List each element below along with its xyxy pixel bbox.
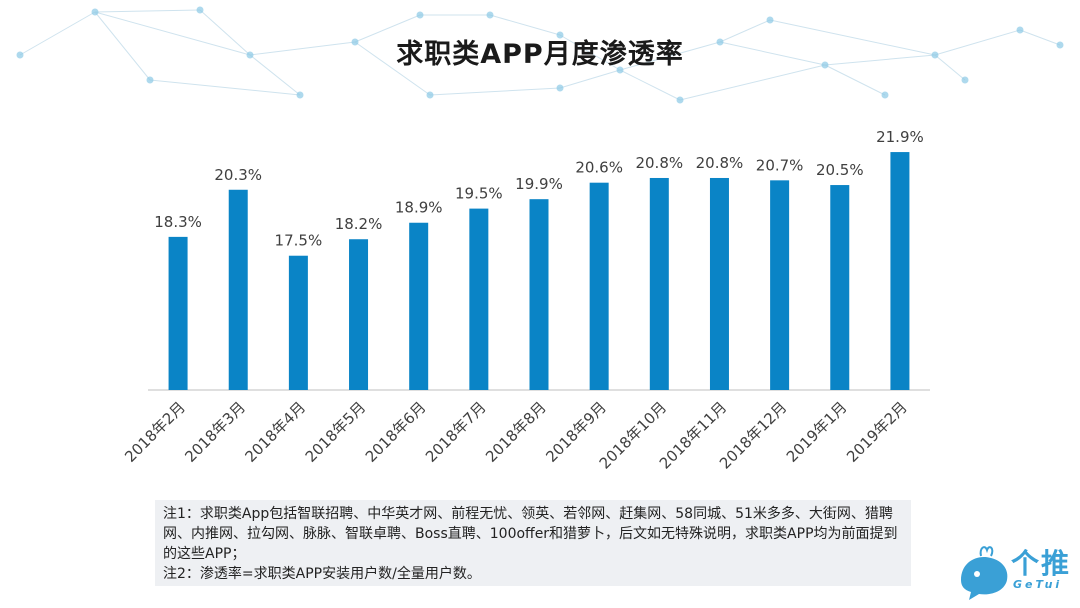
bar	[168, 236, 188, 390]
x-tick-label: 2018年5月	[302, 398, 370, 466]
bar	[770, 180, 790, 390]
bar	[409, 222, 429, 390]
bar	[830, 185, 850, 390]
bar-value-label: 17.5%	[275, 232, 323, 250]
network-link	[94, 9, 201, 13]
footnote-box: 注1：求职类App包括智联招聘、中华英才网、前程无忧、领英、若邻网、赶集网、58…	[155, 500, 911, 586]
bar-value-label: 19.9%	[515, 175, 563, 193]
bar	[469, 208, 489, 390]
network-link	[489, 14, 561, 36]
bar-chart: 18.3% 2018年2月 20.3% 2018年3月 17.5% 2018年4月 18.2…	[121, 128, 930, 473]
x-tick-label: 2019年1月	[783, 398, 851, 466]
network-node	[616, 66, 624, 74]
x-tick-label: 2018年3月	[181, 398, 249, 466]
bar	[349, 239, 369, 390]
bar-value-label: 20.6%	[575, 159, 623, 177]
bar-value-label: 20.5%	[816, 161, 864, 179]
network-node	[246, 51, 254, 59]
network-link	[429, 87, 561, 96]
network-node	[486, 11, 494, 19]
network-link	[149, 79, 301, 96]
footnote-2: 注2：渗透率=求职类APP安装用户数/全量用户数。	[163, 566, 481, 582]
getui-logo: 个推 GeTui	[955, 540, 1073, 602]
network-node	[766, 16, 774, 24]
network-link	[249, 41, 356, 56]
network-node	[196, 6, 204, 14]
network-node	[351, 38, 359, 46]
logo-subtext: GeTui	[1013, 578, 1063, 591]
logo-text: 个推	[1011, 547, 1072, 580]
bar	[529, 199, 549, 390]
network-link	[619, 41, 721, 71]
whale-icon	[961, 546, 1008, 600]
bar-value-label: 21.9%	[876, 128, 924, 146]
network-node	[296, 91, 304, 99]
bar-value-label: 20.8%	[635, 154, 683, 172]
bar	[890, 152, 910, 390]
network-node	[716, 38, 724, 46]
network-node	[1056, 41, 1064, 49]
bar	[709, 177, 729, 390]
network-node	[821, 61, 829, 69]
network-node	[416, 11, 424, 19]
network-link	[824, 64, 886, 96]
network-link	[619, 69, 681, 101]
network-node	[961, 76, 969, 84]
bar	[649, 177, 669, 390]
network-link	[934, 54, 966, 81]
network-node	[556, 31, 564, 39]
network-link	[94, 11, 251, 56]
network-node	[146, 76, 154, 84]
bar-value-label: 20.8%	[696, 154, 744, 172]
network-node	[676, 96, 684, 104]
x-tick-label: 2019年2月	[843, 398, 911, 466]
network-link	[769, 19, 936, 56]
network-link	[354, 41, 431, 96]
x-tick-label: 2018年7月	[422, 398, 490, 466]
network-node	[91, 8, 99, 16]
network-link	[249, 54, 301, 96]
bar	[288, 255, 308, 390]
network-node	[16, 51, 24, 59]
network-link	[934, 29, 1021, 56]
bar-value-label: 18.2%	[335, 215, 383, 233]
bar-value-label: 18.3%	[154, 213, 202, 231]
bar-value-label: 20.7%	[756, 156, 804, 174]
x-tick-label: 2018年8月	[482, 398, 550, 466]
x-tick-label: 2018年4月	[242, 398, 310, 466]
network-link	[679, 64, 826, 101]
network-link	[559, 69, 621, 89]
footnote-1: 注1：求职类App包括智联招聘、中华英才网、前程无忧、领英、若邻网、赶集网、58…	[163, 506, 898, 562]
network-link	[1019, 29, 1061, 46]
network-link	[354, 14, 421, 43]
bar-value-label: 18.9%	[395, 199, 443, 217]
bar-value-label: 20.3%	[214, 166, 262, 184]
network-node	[426, 91, 434, 99]
network-link	[94, 11, 151, 81]
bar	[589, 182, 609, 390]
network-link	[19, 11, 96, 56]
network-link	[559, 34, 621, 71]
x-tick-label: 2018年2月	[121, 398, 189, 466]
network-node	[556, 84, 564, 92]
network-node	[1016, 26, 1024, 34]
x-tick-label: 2018年6月	[362, 398, 430, 466]
network-node	[881, 91, 889, 99]
network-link	[719, 19, 771, 43]
network-node	[931, 51, 939, 59]
bar	[228, 189, 248, 390]
network-link	[719, 41, 826, 66]
network-link	[199, 9, 251, 56]
network-link	[824, 54, 936, 66]
chart-title: 求职类APP月度渗透率	[396, 39, 684, 70]
bar-value-label: 19.5%	[455, 185, 503, 203]
